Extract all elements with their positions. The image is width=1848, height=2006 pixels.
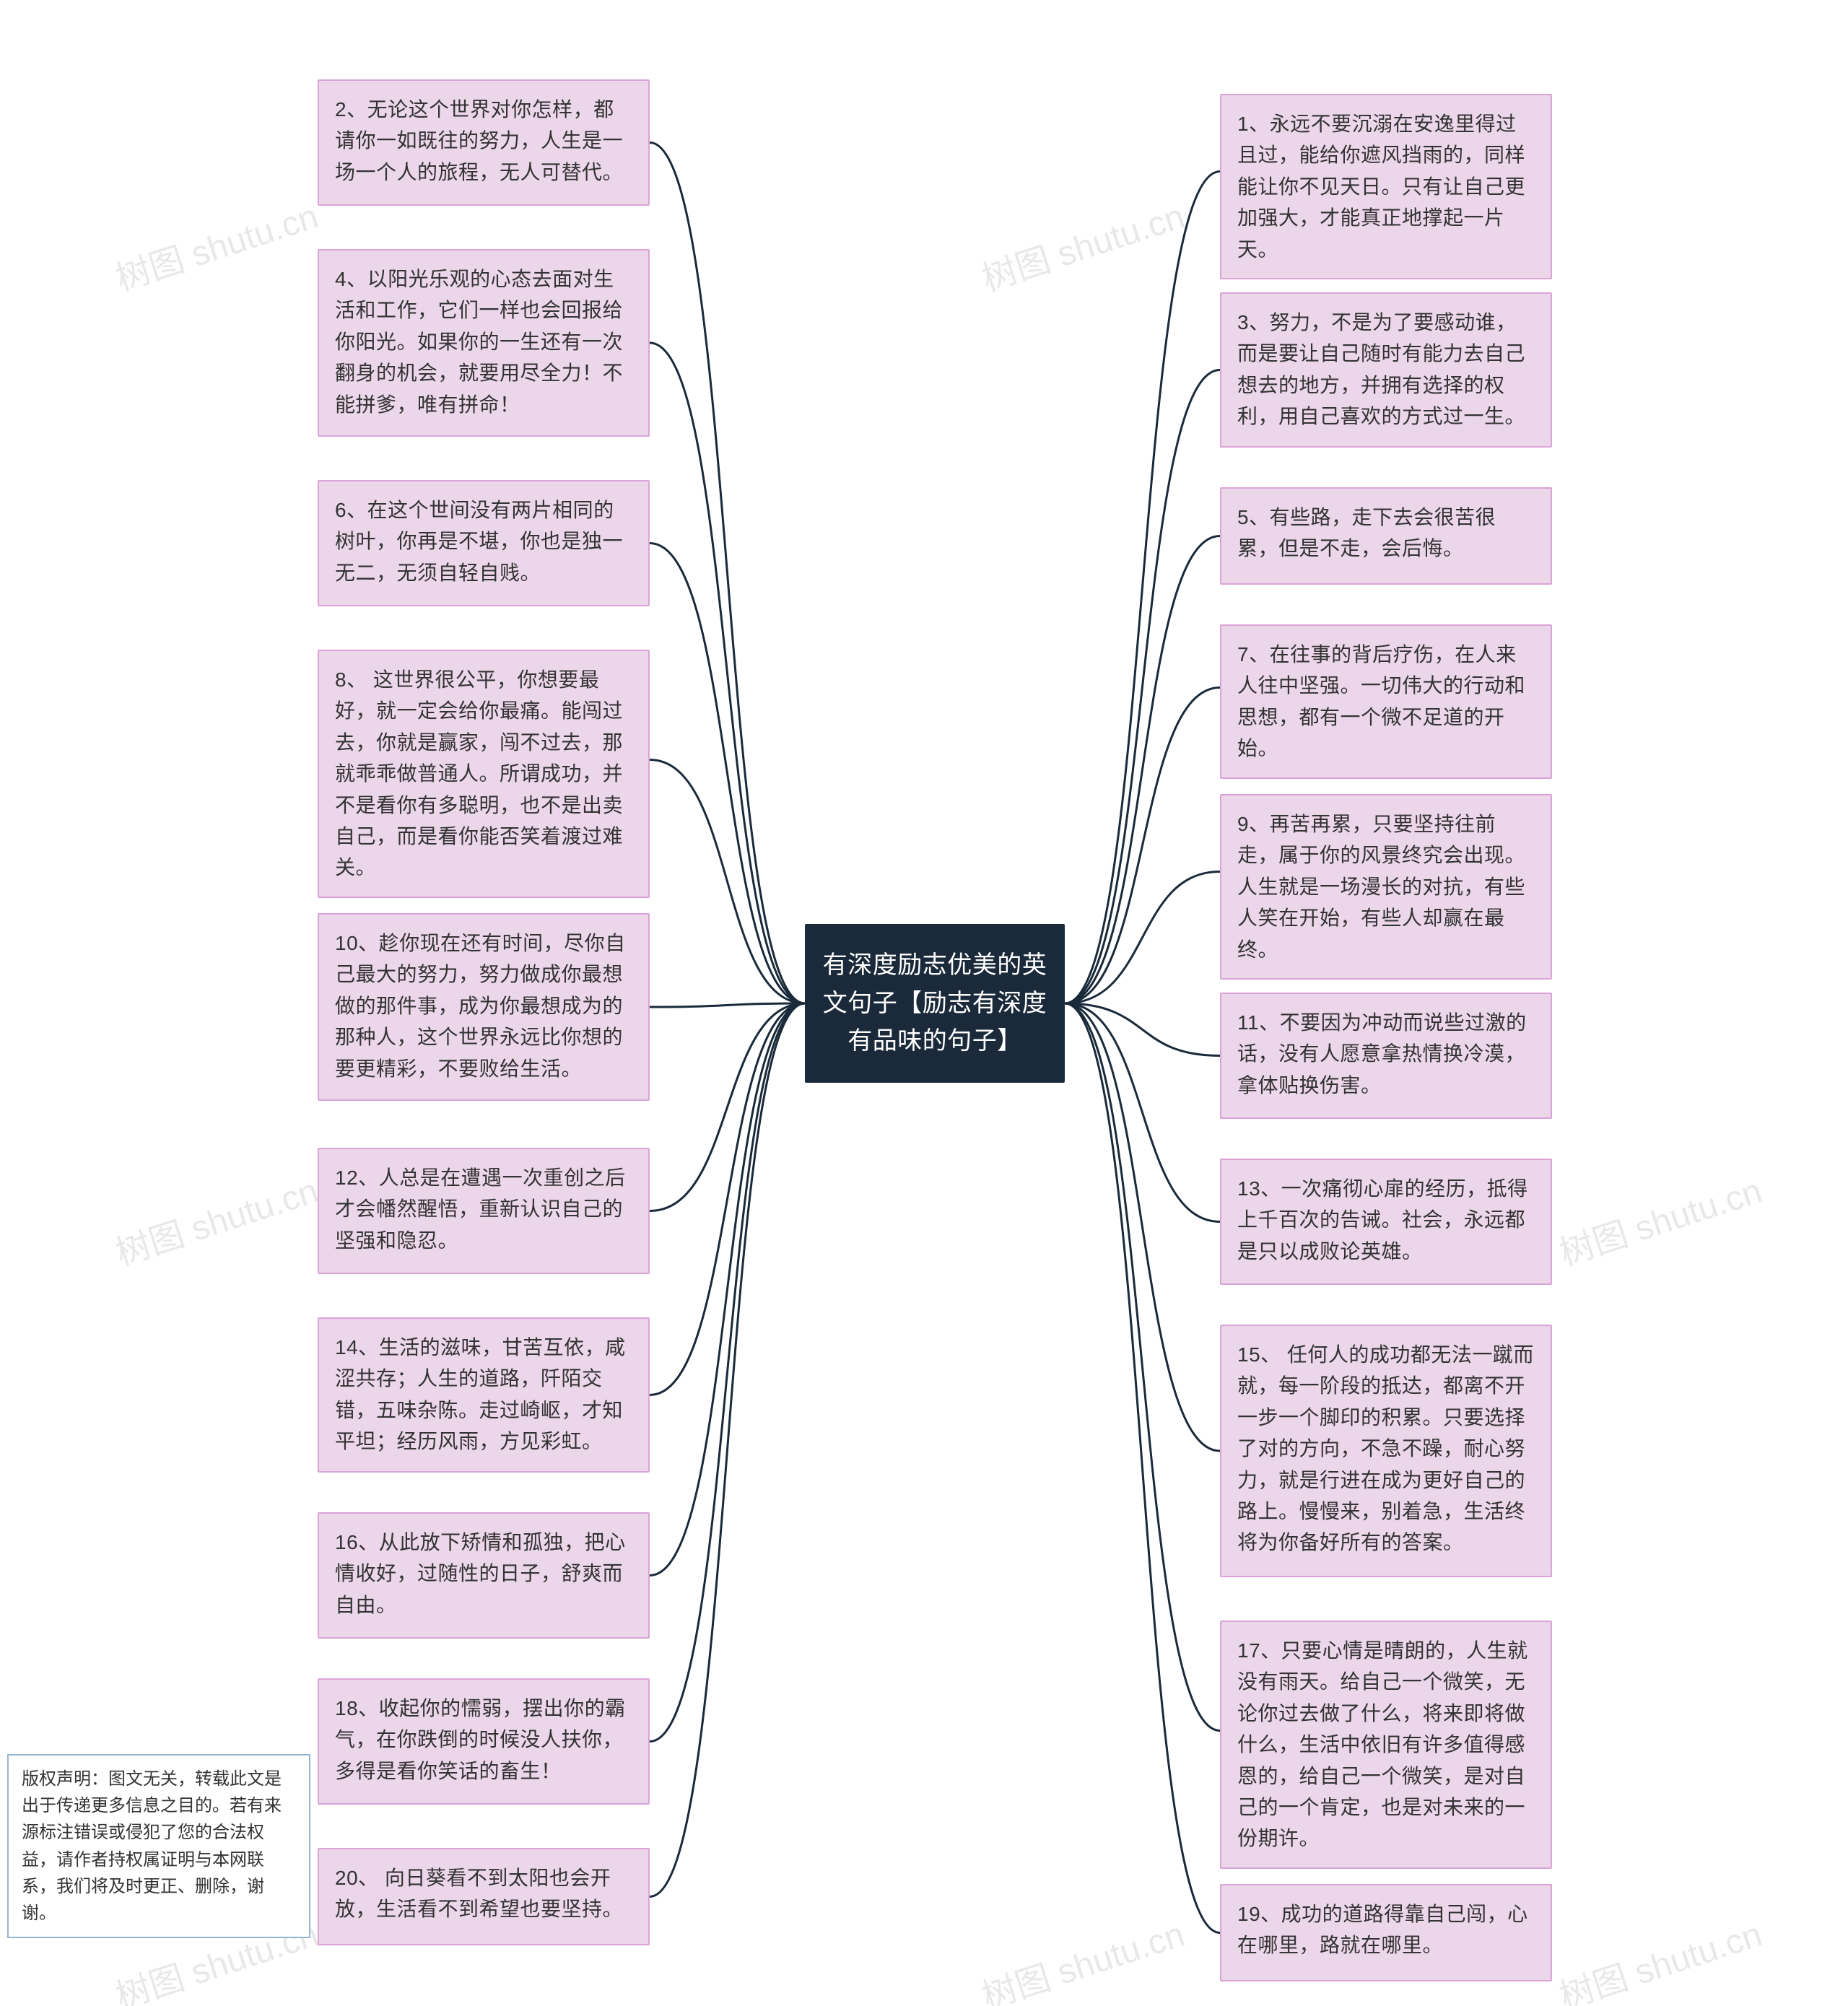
edge	[1065, 172, 1220, 1004]
branch-node: 8、 这世界很公平，你想要最好，就一定会给你最痛。能闯过去，你就是赢家，闯不过去…	[318, 650, 650, 898]
edge	[1065, 1003, 1220, 1933]
watermark: 树图 shutu.cn	[975, 1906, 1190, 2006]
branch-label: 9、再苦再累，只要坚持往前走，属于你的风景终究会出现。人生就是一场漫长的对抗，有…	[1237, 813, 1525, 961]
branch-label: 15、 任何人的成功都无法一蹴而就，每一阶段的抵达，都离不开一步一个脚印的积累。…	[1237, 1343, 1534, 1553]
edge	[1065, 688, 1220, 1004]
branch-label: 13、一次痛彻心扉的经历，抵得上千百次的告诫。社会，永远都是只以成败论英雄。	[1237, 1177, 1528, 1263]
branch-label: 1、永远不要沉溺在安逸里得过且过，能给你遮风挡雨的，同样能让你不见天日。只有让自…	[1237, 113, 1525, 261]
center-label: 有深度励志优美的英文句子【励志有深度有品味的句子】	[822, 946, 1047, 1060]
edge	[1065, 1003, 1220, 1731]
edge	[650, 1003, 805, 1742]
edge	[650, 1003, 805, 1007]
branch-label: 8、 这世界很公平，你想要最好，就一定会给你最痛。能闯过去，你就是赢家，闯不过去…	[335, 668, 623, 878]
branch-label: 5、有些路，走下去会很苦很累，但是不走，会后悔。	[1237, 506, 1496, 559]
edge	[1065, 370, 1220, 1004]
branch-label: 19、成功的道路得靠自己闯，心在哪里，路就在哪里。	[1237, 1903, 1528, 1956]
center-node: 有深度励志优美的英文句子【励志有深度有品味的句子】	[805, 924, 1065, 1083]
branch-node: 14、生活的滋味，甘苦互依，咸涩共存；人生的道路，阡陌交错，五味杂陈。走过崎岖，…	[318, 1317, 650, 1473]
edge	[650, 143, 805, 1004]
branch-node: 3、努力，不是为了要感动谁，而是要让自己随时有能力去自己想去的地方，并拥有选择的…	[1220, 292, 1552, 448]
watermark: 树图 shutu.cn	[1552, 1906, 1767, 2006]
edge	[1065, 1003, 1220, 1222]
branch-node: 15、 任何人的成功都无法一蹴而就，每一阶段的抵达，都离不开一步一个脚印的积累。…	[1220, 1325, 1552, 1577]
watermark: 树图 shutu.cn	[108, 188, 323, 300]
branch-node: 6、在这个世间没有两片相同的树叶，你再是不堪，你也是独一无二，无须自轻自贱。	[318, 480, 650, 606]
branch-node: 5、有些路，走下去会很苦很累，但是不走，会后悔。	[1220, 487, 1552, 585]
branch-node: 1、永远不要沉溺在安逸里得过且过，能给你遮风挡雨的，同样能让你不见天日。只有让自…	[1220, 94, 1552, 279]
branch-label: 18、收起你的懦弱，摆出你的霸气，在你跌倒的时候没人扶你，多得是看你笑话的畜生！	[335, 1697, 626, 1782]
branch-label: 2、无论这个世界对你怎样，都请你一如既往的努力，人生是一场一个人的旅程，无人可替…	[335, 98, 623, 183]
branch-label: 7、在往事的背后疗伤，在人来人往中坚强。一切伟大的行动和思想，都有一个微不足道的…	[1237, 643, 1525, 759]
edge	[650, 1003, 805, 1395]
branch-label: 11、不要因为冲动而说些过激的话，没有人愿意拿热情换冷漠，拿体贴换伤害。	[1237, 1011, 1527, 1096]
branch-label: 14、生活的滋味，甘苦互依，咸涩共存；人生的道路，阡陌交错，五味杂陈。走过崎岖，…	[335, 1336, 626, 1452]
edge	[1065, 536, 1220, 1004]
branch-node: 7、在往事的背后疗伤，在人来人往中坚强。一切伟大的行动和思想，都有一个微不足道的…	[1220, 624, 1552, 779]
mindmap-canvas: 树图 shutu.cn 树图 shutu.cn 树图 shutu.cn 树图 shut…	[0, 0, 1848, 2006]
branch-node: 10、趁你现在还有时间，尽你自己最大的努力，努力做成你最想做的那件事，成为你最想…	[318, 913, 650, 1101]
branch-label: 3、努力，不是为了要感动谁，而是要让自己随时有能力去自己想去的地方，并拥有选择的…	[1237, 311, 1525, 427]
edge	[650, 1003, 805, 1897]
copyright-text: 版权声明：图文无关，转载此文是出于传递更多信息之目的。若有来源标注错误或侵犯了您…	[22, 1769, 282, 1923]
edge	[650, 760, 805, 1004]
edge	[1065, 1003, 1220, 1056]
branch-node: 18、收起你的懦弱，摆出你的霸气，在你跌倒的时候没人扶你，多得是看你笑话的畜生！	[318, 1678, 650, 1805]
branch-label: 12、人总是在遭遇一次重创之后才会幡然醒悟，重新认识自己的坚强和隐忍。	[335, 1166, 626, 1252]
edge	[650, 544, 805, 1004]
branch-node: 20、 向日葵看不到太阳也会开放，生活看不到希望也要坚持。	[318, 1848, 650, 1945]
branch-node: 12、人总是在遭遇一次重创之后才会幡然醒悟，重新认识自己的坚强和隐忍。	[318, 1148, 650, 1274]
branch-label: 16、从此放下矫情和孤独，把心情收好，过随性的日子，舒爽而自由。	[335, 1531, 626, 1616]
branch-node: 11、不要因为冲动而说些过激的话，没有人愿意拿热情换冷漠，拿体贴换伤害。	[1220, 993, 1552, 1119]
branch-node: 17、只要心情是晴朗的，人生就没有雨天。给自己一个微笑，无论你过去做了什么，将来…	[1220, 1621, 1552, 1869]
edge	[1065, 872, 1220, 1004]
branch-label: 4、以阳光乐观的心态去面对生活和工作，它们一样也会回报给你阳光。如果你的一生还有…	[335, 268, 623, 416]
copyright-box: 版权声明：图文无关，转载此文是出于传递更多信息之目的。若有来源标注错误或侵犯了您…	[7, 1754, 310, 1938]
branch-node: 2、无论这个世界对你怎样，都请你一如既往的努力，人生是一场一个人的旅程，无人可替…	[318, 79, 650, 206]
branch-node: 9、再苦再累，只要坚持往前走，属于你的风景终究会出现。人生就是一场漫长的对抗，有…	[1220, 794, 1552, 980]
branch-node: 16、从此放下矫情和孤独，把心情收好，过随性的日子，舒爽而自由。	[318, 1512, 650, 1639]
watermark: 树图 shutu.cn	[975, 188, 1190, 300]
branch-node: 4、以阳光乐观的心态去面对生活和工作，它们一样也会回报给你阳光。如果你的一生还有…	[318, 249, 650, 437]
branch-node: 19、成功的道路得靠自己闯，心在哪里，路就在哪里。	[1220, 1884, 1552, 1981]
edge	[1065, 1003, 1220, 1451]
branch-node: 13、一次痛彻心扉的经历，抵得上千百次的告诫。社会，永远都是只以成败论英雄。	[1220, 1159, 1552, 1285]
edge	[650, 1003, 805, 1576]
branch-label: 10、趁你现在还有时间，尽你自己最大的努力，努力做成你最想做的那件事，成为你最想…	[335, 932, 626, 1080]
branch-label: 6、在这个世间没有两片相同的树叶，你再是不堪，你也是独一无二，无须自轻自贱。	[335, 499, 623, 584]
edge	[650, 1003, 805, 1211]
edge	[650, 343, 805, 1003]
branch-label: 17、只要心情是晴朗的，人生就没有雨天。给自己一个微笑，无论你过去做了什么，将来…	[1237, 1639, 1528, 1849]
watermark: 树图 shutu.cn	[1552, 1162, 1767, 1275]
branch-label: 20、 向日葵看不到太阳也会开放，生活看不到希望也要坚持。	[335, 1867, 623, 1920]
watermark: 树图 shutu.cn	[108, 1162, 323, 1275]
